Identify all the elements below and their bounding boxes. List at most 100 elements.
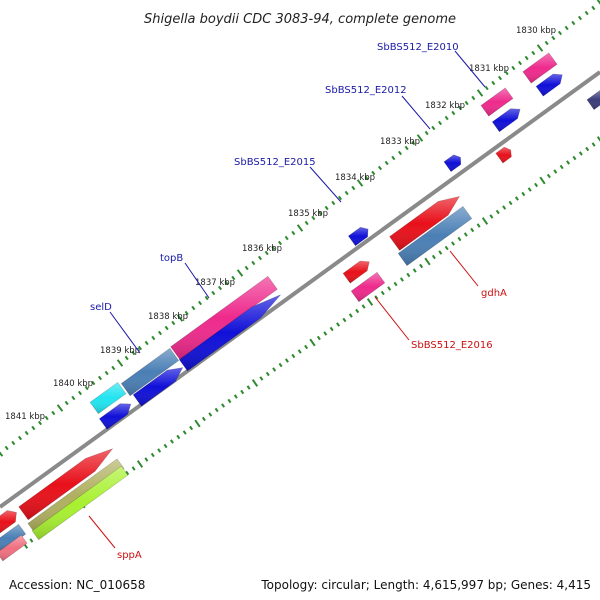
ring-tick xyxy=(404,145,409,151)
ring-tick xyxy=(411,140,416,146)
ring-tick xyxy=(125,470,130,476)
feature-edge-salmon-shading xyxy=(0,535,28,561)
ring-tick xyxy=(463,232,468,237)
feature-sbbs512-e2012-pink xyxy=(480,87,514,117)
leader-line xyxy=(184,262,210,299)
gene-label-sppa: sppA xyxy=(117,550,142,561)
leader-line xyxy=(401,95,431,130)
feature-gdha-red-shading xyxy=(389,196,460,251)
ring-tick xyxy=(557,30,563,36)
ruler-tick-label: 1835 kbp xyxy=(288,209,328,219)
ring-tick xyxy=(337,195,343,201)
feature-edge-salmon xyxy=(0,534,28,562)
map-title: Shigella boydii CDC 3083-94, complete ge… xyxy=(144,12,456,27)
ring-tick xyxy=(44,415,49,421)
ring-tick xyxy=(366,298,374,306)
ring-tick xyxy=(380,290,385,296)
feature-small-red-shading xyxy=(495,147,512,163)
feature-sbbs512-e2016-pink xyxy=(350,271,386,303)
ring-tick xyxy=(527,187,532,192)
ring-tick xyxy=(144,340,149,346)
ring-tick xyxy=(246,385,251,390)
ring-tick xyxy=(324,205,329,211)
feature-topb-pink xyxy=(170,275,278,361)
ring-tick xyxy=(438,250,443,255)
gene-label-sbbs512-e2010: SbBS512_E2010 xyxy=(377,42,459,53)
ring-tick xyxy=(284,235,289,241)
feature-edge-red-shading xyxy=(0,510,17,534)
ring-tick xyxy=(495,209,500,215)
ring-tick xyxy=(236,269,244,277)
ring-tick xyxy=(311,215,316,221)
leader-line xyxy=(374,296,410,341)
ring-tick xyxy=(377,165,383,171)
feature-topb-blue xyxy=(178,294,281,372)
ring-tick xyxy=(539,176,546,185)
ring-tick xyxy=(397,150,403,156)
ring-tick xyxy=(361,304,366,309)
ruler-labels: 1830 kbp 1831 kbp 1832 kbp 1833 kbp 1834… xyxy=(5,26,556,422)
ring-tick xyxy=(553,169,558,174)
feature-small-blue-2 xyxy=(98,403,132,430)
genome-backbone xyxy=(0,70,600,509)
ring-tick xyxy=(317,210,323,216)
gene-label-topb: topB xyxy=(160,253,183,264)
ring-tick xyxy=(171,320,176,326)
ring-tick xyxy=(31,425,36,431)
accession-text: Accession: NC_010658 xyxy=(9,578,146,592)
ring-tick xyxy=(559,164,564,170)
ring-tick xyxy=(189,425,194,431)
ring-tick xyxy=(91,380,96,386)
ruler-tick-label: 1838 kbp xyxy=(148,312,188,322)
ring-tick xyxy=(511,65,516,71)
feature-sbbs512-e2016-red xyxy=(342,260,370,284)
ring-tick xyxy=(384,160,389,166)
ring-tick xyxy=(278,362,283,368)
ring-tick xyxy=(4,445,9,451)
ring-tick xyxy=(476,89,484,97)
ring-tick xyxy=(304,220,309,226)
ring-tick xyxy=(489,214,494,219)
ring-tick xyxy=(464,100,469,106)
feature-sbbs512-e2016-pink-shading xyxy=(351,272,385,302)
ring-tick xyxy=(344,190,349,196)
ring-tick xyxy=(104,370,109,376)
feature-seld-steel xyxy=(120,347,180,397)
ring-tick xyxy=(356,179,364,187)
ring-tick xyxy=(578,151,583,156)
ring-tick xyxy=(331,200,336,206)
ring-tick xyxy=(124,355,129,361)
gene-label-sbbs512-e2012: SbBS512_E2012 xyxy=(325,85,407,96)
feature-small-red xyxy=(495,146,512,164)
ring-tick xyxy=(531,50,536,56)
ring-tick xyxy=(481,217,489,225)
ring-tick xyxy=(351,185,356,191)
ring-tick xyxy=(546,173,551,179)
ruler-tick-label: 1831 kbp xyxy=(469,64,509,74)
ring-tick xyxy=(208,412,213,417)
ring-tick xyxy=(218,285,222,291)
feature-edge-navy xyxy=(586,90,600,111)
ring-tick xyxy=(0,451,4,457)
ring-tick xyxy=(98,375,102,381)
gene-label-sbbs512-e2016: SbBS512_E2016 xyxy=(411,340,493,351)
gene-features xyxy=(0,52,600,562)
ring-tick xyxy=(214,407,219,413)
feature-sbbs512-e2012-blue-shading xyxy=(492,108,521,132)
ring-tick xyxy=(564,25,569,31)
feature-topb-blue-shading xyxy=(179,294,281,371)
ring-tick xyxy=(272,367,277,372)
ring-tick xyxy=(64,400,69,406)
ring-tick xyxy=(585,146,590,152)
ring-tick xyxy=(491,80,496,86)
feature-small-blue xyxy=(347,226,369,247)
ring-tick xyxy=(316,335,321,341)
ring-tick xyxy=(176,434,181,440)
ring-tick xyxy=(71,395,76,401)
ruler-tick-label: 1834 kbp xyxy=(335,173,375,183)
ring-tick xyxy=(221,403,226,408)
feature-sppa-lime xyxy=(31,465,129,541)
ruler-tick-label: 1832 kbp xyxy=(425,101,465,111)
ring-tick xyxy=(51,410,56,416)
